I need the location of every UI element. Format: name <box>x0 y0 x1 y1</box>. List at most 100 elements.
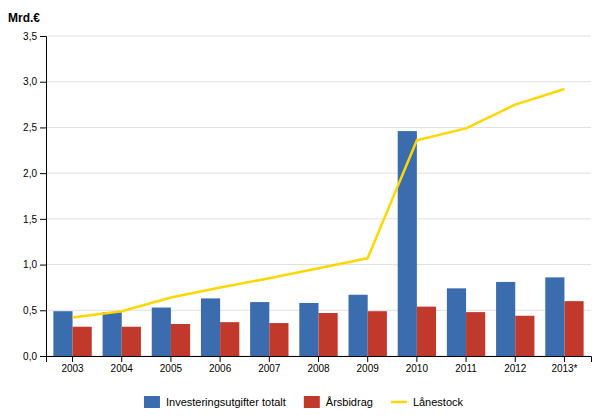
bar-series <box>73 301 584 356</box>
tick-label: 3,0 <box>23 76 37 87</box>
tick-label: 2013* <box>551 363 577 374</box>
tick: 3,0 <box>23 76 46 87</box>
bar <box>201 298 220 356</box>
tick: 2013* <box>551 356 577 374</box>
grid-line <box>46 127 591 128</box>
legend: Investeringsutgifter totalt Årsbidrag Låne… <box>144 396 464 408</box>
tick-label: 2006 <box>209 363 232 374</box>
line <box>73 89 565 318</box>
tick-label: 2,5 <box>23 122 37 133</box>
tick: 2005 <box>160 356 183 374</box>
bar <box>515 316 534 356</box>
y-axis-label: Mrd.€ <box>8 11 40 25</box>
tick-label: 2008 <box>307 363 330 374</box>
tick: 1,0 <box>23 259 46 270</box>
tick: 0,0 <box>23 351 46 362</box>
tick-mark <box>121 356 122 362</box>
bar <box>417 307 436 356</box>
tick-mark <box>416 356 417 362</box>
bar <box>220 322 239 356</box>
grid-line <box>46 81 591 82</box>
tick: 0,5 <box>23 305 46 316</box>
bar <box>171 324 190 356</box>
tick-mark <box>170 356 171 362</box>
bar <box>319 313 338 356</box>
bar <box>368 311 387 356</box>
tick: 2009 <box>357 356 380 374</box>
y-axis: 0,0 0,5 1,0 1,5 2,0 2,5 3,0 3,5 <box>23 31 46 362</box>
tick-mark <box>269 356 270 362</box>
tick-mark <box>40 36 46 37</box>
tick: 2006 <box>209 356 232 374</box>
legend-label: Investeringsutgifter totalt <box>166 396 286 408</box>
grid <box>46 36 591 356</box>
bar <box>496 282 515 356</box>
tick: 3,5 <box>23 31 46 42</box>
bar-series <box>53 131 564 356</box>
tick-label: 1,0 <box>23 259 37 270</box>
bar <box>122 327 141 356</box>
tick-mark <box>564 356 565 362</box>
grid-line <box>46 264 591 265</box>
bar <box>545 277 564 356</box>
legend-item: Investeringsutgifter totalt <box>144 396 286 408</box>
tick-label: 2003 <box>61 363 84 374</box>
tick-label: 0,0 <box>23 351 37 362</box>
x-axis: 2003 2004 2005 2006 2007 2008 2009 2010 2011 2012… <box>47 356 592 374</box>
legend-swatch <box>144 396 160 408</box>
tick-label: 2010 <box>406 363 429 374</box>
tick-mark <box>40 82 46 83</box>
tick-mark <box>466 356 467 362</box>
bar <box>564 301 583 356</box>
tick-label: 2009 <box>357 363 380 374</box>
tick: 2012 <box>504 356 527 374</box>
bar <box>447 288 466 356</box>
tick: 2,0 <box>23 168 46 179</box>
tick-mark <box>40 265 46 266</box>
grid-line <box>46 173 591 174</box>
tick-mark <box>40 310 46 311</box>
legend-item: Årsbidrag <box>304 396 373 408</box>
tick-label: 2005 <box>160 363 183 374</box>
legend-item: Lånestock <box>391 396 464 408</box>
tick-label: 2012 <box>504 363 527 374</box>
axis-line <box>40 37 47 357</box>
axis-line <box>47 357 592 363</box>
tick: 2010 <box>406 356 429 374</box>
grid-line <box>46 36 591 37</box>
grid-line <box>46 218 591 219</box>
tick-label: 2,0 <box>23 168 37 179</box>
tick-mark <box>40 219 46 220</box>
tick-label: 2007 <box>258 363 281 374</box>
tick: 2011 <box>455 356 477 374</box>
bar <box>466 312 485 356</box>
bar <box>269 323 288 356</box>
tick: 1,5 <box>23 214 46 225</box>
bar <box>349 295 368 356</box>
tick-mark <box>515 356 516 362</box>
tick-label: 2004 <box>111 363 134 374</box>
tick: 2008 <box>307 356 330 374</box>
tick-mark <box>220 356 221 362</box>
tick-mark <box>40 173 46 174</box>
bar <box>103 312 122 356</box>
tick-mark <box>318 356 319 362</box>
tick-mark <box>40 127 46 128</box>
tick-label: 3,5 <box>23 31 37 42</box>
tick-mark <box>72 356 73 362</box>
tick-label: 0,5 <box>23 305 37 316</box>
legend-label: Årsbidrag <box>326 396 373 408</box>
tick: 2007 <box>258 356 281 374</box>
tick: 2004 <box>111 356 134 374</box>
legend-swatch <box>304 396 320 408</box>
bar <box>250 302 269 356</box>
tick-label: 2011 <box>455 363 477 374</box>
chart: 0,0 0,5 1,0 1,5 2,0 2,5 3,0 3,5 2003 2004 2005 2006… <box>0 0 607 418</box>
bar <box>152 308 171 356</box>
legend-label: Lånestock <box>413 396 464 408</box>
legend-swatch <box>391 401 407 404</box>
tick-mark <box>367 356 368 362</box>
bar <box>73 327 92 356</box>
tick-label: 1,5 <box>23 214 37 225</box>
tick-mark <box>40 356 46 357</box>
